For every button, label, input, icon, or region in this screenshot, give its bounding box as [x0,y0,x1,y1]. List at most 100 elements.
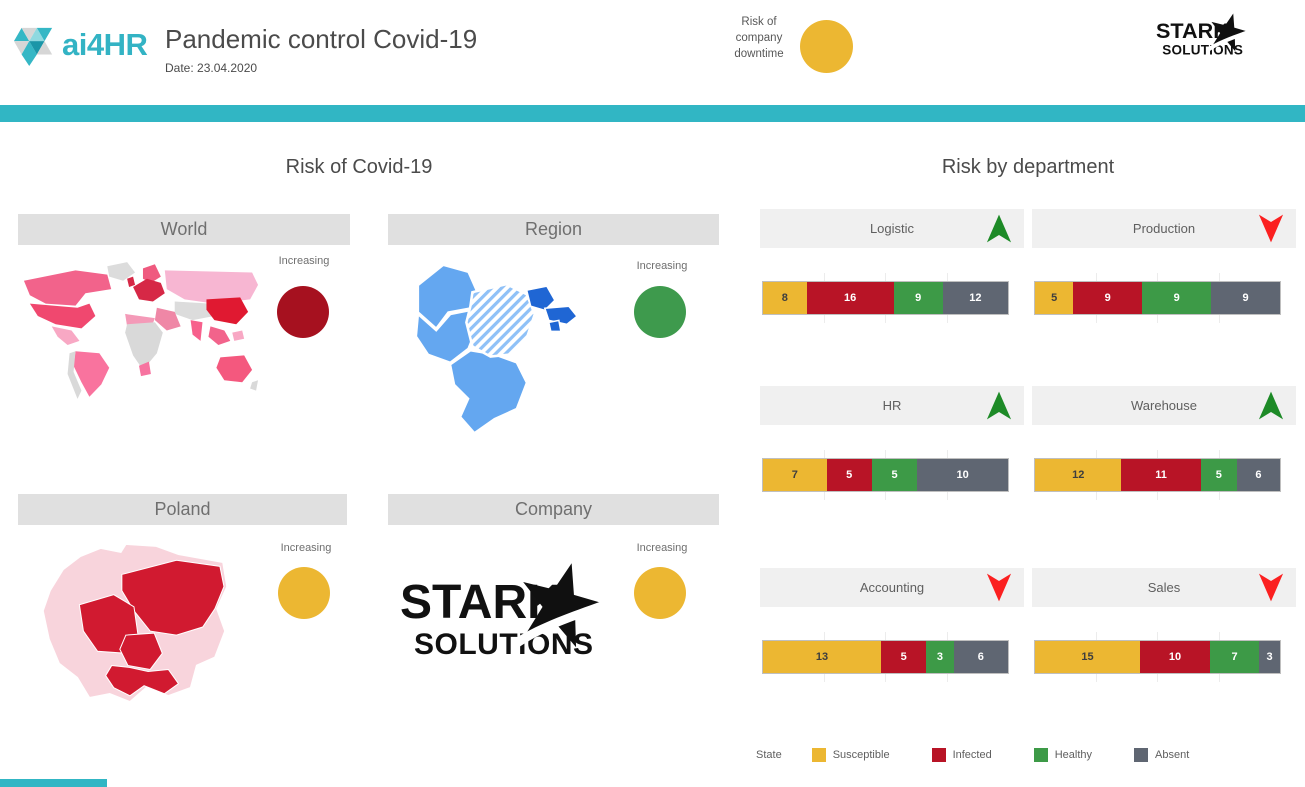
bar-segment-susceptible[interactable]: 8 [763,282,807,314]
bar-segment-infected[interactable]: 16 [806,282,894,314]
risk-indicator-region [634,286,686,338]
healthy-swatch-icon [1033,748,1048,762]
bar-segment-infected[interactable]: 11 [1121,459,1201,491]
ai4hr-logo-text: ai4HR [62,27,148,62]
left-section-title: Risk of Covid-19 [285,156,433,178]
trend-label-region: Increasing [636,260,688,272]
footer-accent-strip [0,779,107,787]
trend-up-icon [986,214,1012,243]
bar-segment-susceptible[interactable]: 5 [1035,282,1074,314]
bar-segment-infected[interactable]: 5 [880,641,927,673]
panel-header-region: Region [388,214,719,245]
dept-panel-hr: HR 7 5 5 10 [760,386,1024,500]
bar-segment-absent[interactable]: 10 [917,459,1008,491]
legend-item-absent[interactable]: Absent [1134,748,1189,762]
bar-segment-absent[interactable]: 9 [1211,282,1280,314]
bar-segment-susceptible[interactable]: 12 [1035,459,1122,491]
right-section-title: Risk by department [941,156,1115,178]
trend-label-poland: Increasing [280,542,332,554]
stark-logo-line1: STARK [1156,19,1229,44]
bar-segment-absent[interactable]: 6 [953,641,1008,673]
trend-label-company: Increasing [636,542,688,554]
dept-name: Accounting [859,580,925,595]
stark-solutions-logo-header: STARK SOLUTIONS [1156,13,1251,58]
bar-segment-absent[interactable]: 6 [1236,459,1280,491]
bar-segment-healthy[interactable]: 9 [893,282,943,314]
bar-segment-absent[interactable]: 12 [942,282,1008,314]
legend-label: Absent [1155,749,1190,761]
legend-label: Susceptible [832,749,890,761]
legend-label: Infected [952,749,992,761]
legend-title: State [756,749,782,761]
bar-segment-absent[interactable]: 3 [1259,641,1280,673]
header-accent-bar [0,105,1305,122]
bar-segment-healthy[interactable]: 9 [1142,282,1212,314]
trend-label-world: Increasing [278,255,330,267]
dept-name: Warehouse [1131,398,1197,413]
dept-bar-warehouse: 12 11 5 6 [1034,450,1281,500]
trend-up-icon [986,391,1012,420]
risk-indicator-world [277,286,329,338]
legend-item-susceptible[interactable]: Susceptible [811,748,890,762]
bar-segment-susceptible[interactable]: 13 [763,641,881,673]
panel-header-world: World [18,214,350,245]
dept-bar-hr: 7 5 5 10 [762,450,1009,500]
title-block: Pandemic control Covid-19 Date: 23.04.20… [165,24,477,75]
ai4hr-logo-icon [13,27,53,66]
stark-logo-line2: SOLUTIONS [1162,42,1244,58]
risk-indicator-company [634,567,686,619]
star-icon [516,563,608,648]
state-legend: State Susceptible Infected Healthy Absen… [756,748,1231,762]
bar-segment-susceptible[interactable]: 15 [1035,641,1140,673]
dept-name: Logistic [869,221,915,236]
trend-up-icon [1258,391,1284,420]
dept-bar-sales: 15 10 7 3 [1034,632,1281,682]
dept-header-warehouse: Warehouse [1032,386,1296,425]
downtime-risk-indicator [800,20,853,73]
stark-solutions-logo-company: STARK SOLUTIONS [400,563,610,662]
dept-panel-sales: Sales 15 10 7 3 [1032,568,1296,682]
panel-header-poland: Poland [18,494,347,525]
stark-logo-line2: SOLUTIONS [414,628,594,661]
infected-swatch-icon [931,748,946,762]
dept-header-sales: Sales [1032,568,1296,607]
downtime-risk-label: Risk of company downtime [734,16,784,60]
panel-header-company: Company [388,494,719,525]
dept-panel-logistic: Logistic 8 16 9 12 [760,209,1024,323]
legend-label: Healthy [1054,749,1092,761]
bar-segment-healthy[interactable]: 5 [871,459,918,491]
bar-segment-healthy[interactable]: 7 [1210,641,1259,673]
bar-segment-susceptible[interactable]: 7 [763,459,827,491]
susceptible-swatch-icon [811,748,826,762]
dept-header-production: Production [1032,209,1296,248]
bar-segment-healthy[interactable]: 3 [926,641,954,673]
legend-item-healthy[interactable]: Healthy [1033,748,1092,762]
dept-panel-production: Production 5 9 9 9 [1032,209,1296,323]
ai4hr-logo: ai4HR [12,24,148,66]
dept-name: Production [1132,221,1196,236]
absent-swatch-icon [1134,748,1148,762]
dept-header-hr: HR [760,386,1024,425]
dept-header-accounting: Accounting [760,568,1024,607]
dept-name: HR [882,398,902,413]
trend-down-icon [1258,214,1284,243]
bar-segment-infected[interactable]: 5 [826,459,872,491]
bar-segment-infected[interactable]: 9 [1073,282,1143,314]
dept-panel-warehouse: Warehouse 12 11 5 6 [1032,386,1296,500]
bar-segment-healthy[interactable]: 5 [1200,459,1237,491]
bar-segment-infected[interactable]: 10 [1140,641,1210,673]
poland-map[interactable] [24,534,248,716]
trend-down-icon [986,573,1012,602]
world-map[interactable] [16,258,264,403]
report-date: Date: 23.04.2020 [165,61,258,75]
dept-bar-logistic: 8 16 9 12 [762,273,1009,323]
risk-indicator-poland [278,567,330,619]
dept-panel-accounting: Accounting 13 5 3 6 [760,568,1024,682]
dept-header-logistic: Logistic [760,209,1024,248]
trend-down-icon [1258,573,1284,602]
page-title: Pandemic control Covid-19 [165,24,478,54]
dept-name: Sales [1147,580,1181,595]
region-map[interactable] [398,248,584,448]
legend-item-infected[interactable]: Infected [931,748,992,762]
